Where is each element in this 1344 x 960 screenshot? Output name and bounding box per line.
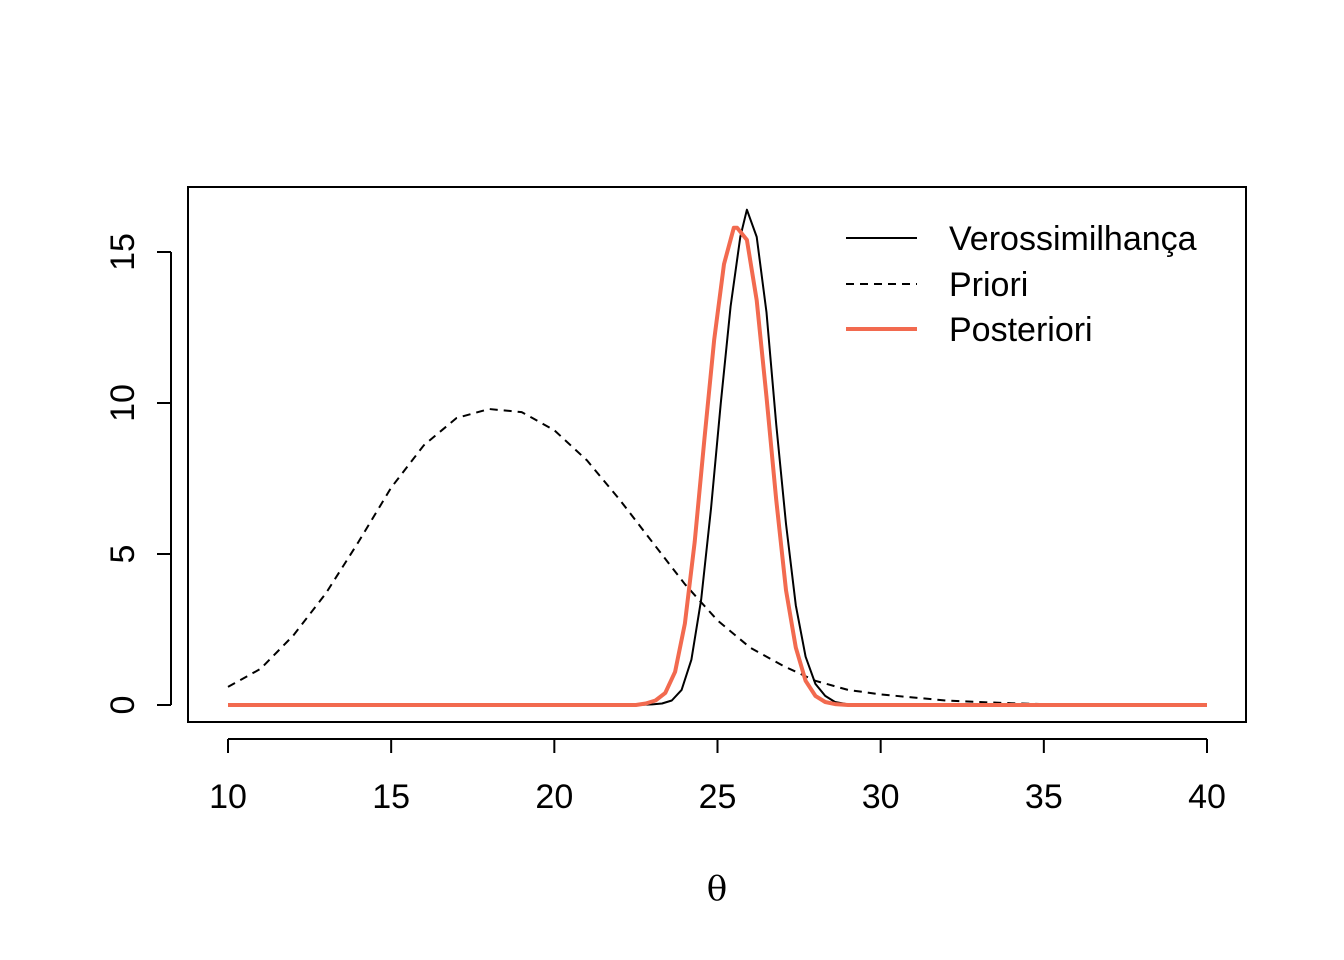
series-line-0 <box>228 208 1207 706</box>
legend-label-2: Posteriori <box>949 311 1093 349</box>
series-layer <box>227 208 1208 707</box>
x-axis: 10 15 20 25 30 35 40 <box>209 738 1226 816</box>
legend: Verossimilhança Priori Posteriori <box>846 220 1197 349</box>
plot-frame <box>187 186 1247 723</box>
x-tick-label: 15 <box>372 778 410 816</box>
x-tick-label: 10 <box>209 778 247 816</box>
y-tick-label: 0 <box>104 696 142 715</box>
legend-label-0: Verossimilhança <box>949 220 1197 258</box>
x-tick-label: 30 <box>862 778 900 816</box>
legend-label-1: Priori <box>949 266 1028 304</box>
series-line-2 <box>228 225 1207 707</box>
x-tick-label: 20 <box>535 778 573 816</box>
y-tick-label: 5 <box>104 545 142 564</box>
x-axis-title: θ <box>707 869 727 909</box>
series-line-1 <box>227 408 1208 706</box>
x-tick-label: 40 <box>1188 778 1226 816</box>
y-axis: 0 5 10 15 <box>104 233 172 715</box>
y-tick-label: 10 <box>104 384 142 422</box>
x-tick-label: 25 <box>699 778 737 816</box>
y-tick-label: 15 <box>104 233 142 271</box>
x-tick-label: 35 <box>1025 778 1063 816</box>
